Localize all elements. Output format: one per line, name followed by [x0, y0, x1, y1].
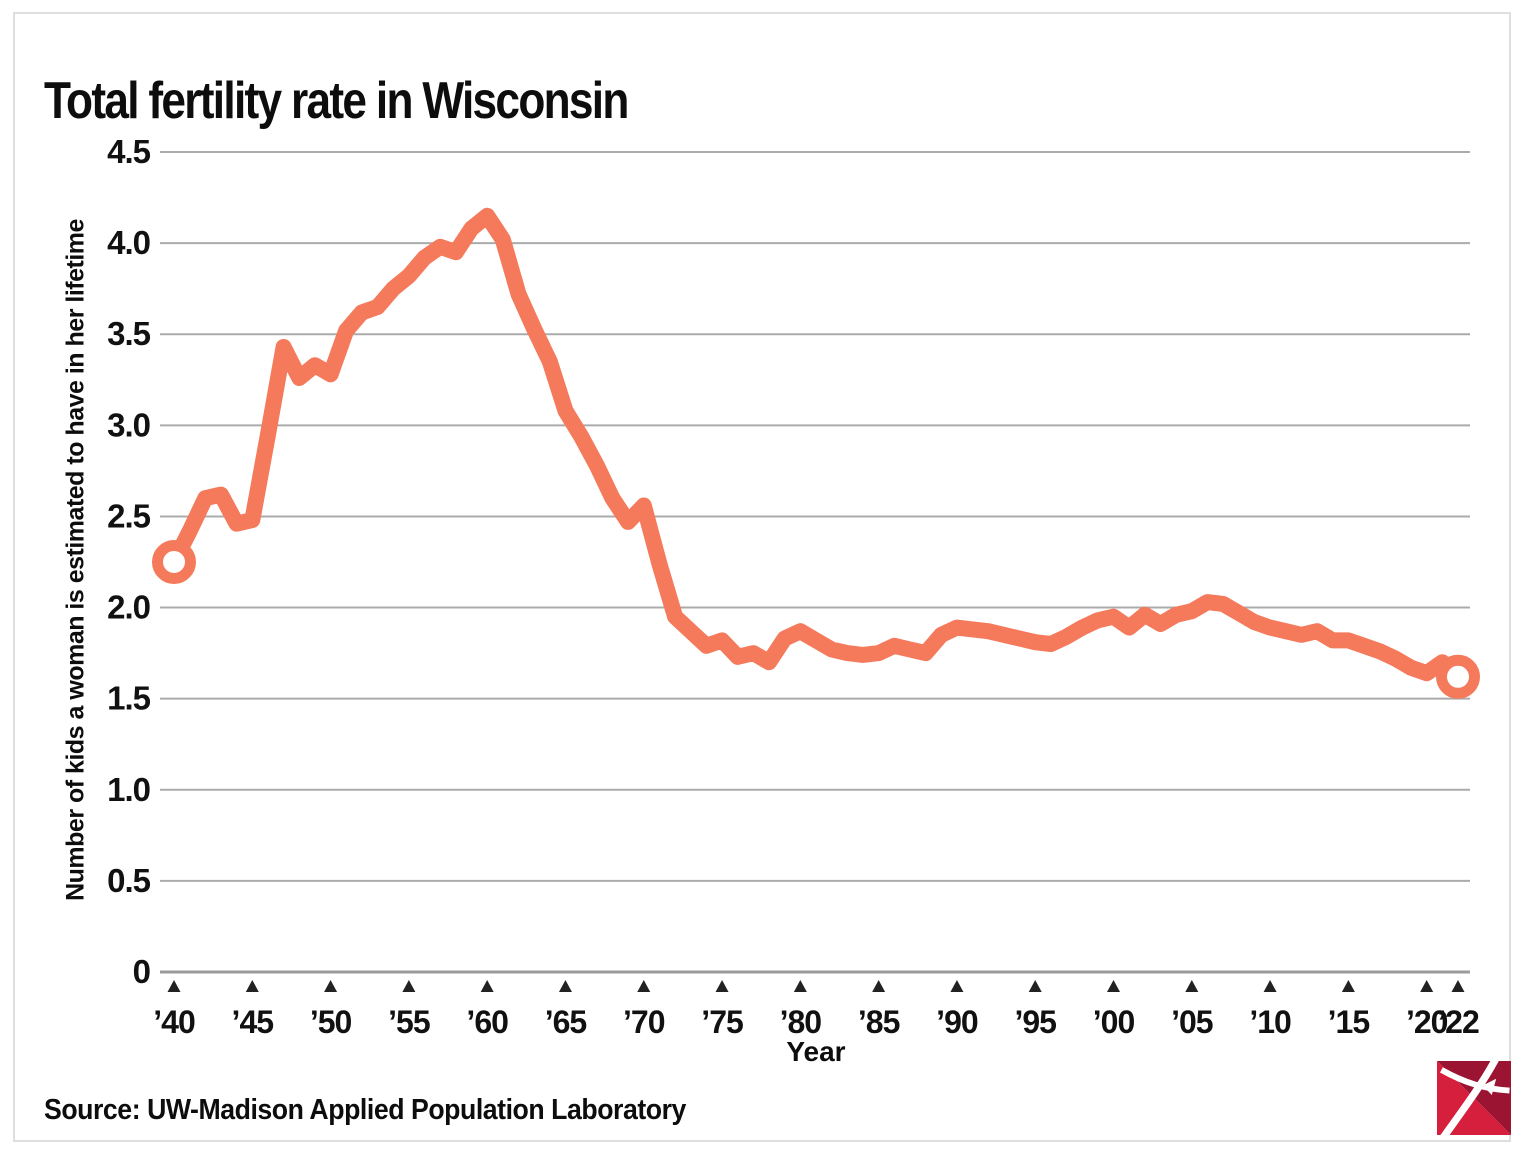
y-axis-tick-label: 4.5 — [107, 133, 151, 170]
logo-pickaxe-handle — [1439, 1067, 1510, 1094]
x-axis-tick-label: ’10 — [1249, 1004, 1291, 1040]
source-credit: Source: UW-Madison Applied Population La… — [44, 1094, 686, 1126]
y-axis-tick-label: 2.5 — [107, 497, 151, 534]
publisher-logo-icon — [1437, 1061, 1511, 1135]
x-axis-tick-label: ’15 — [1328, 1004, 1370, 1040]
y-axis-tick-label: 3.5 — [107, 315, 151, 352]
x-axis-tick-marker-icon — [324, 980, 338, 992]
x-axis-tick-marker-icon — [1420, 980, 1434, 992]
x-axis-tick-marker-icon — [480, 980, 494, 992]
x-axis-tick-marker-icon — [872, 980, 886, 992]
x-axis-tick-label: ’45 — [232, 1004, 274, 1040]
x-axis-tick-marker-icon — [558, 980, 572, 992]
logo-pickaxe-head — [1482, 1078, 1497, 1096]
x-axis-tick-label: ’65 — [545, 1004, 587, 1040]
x-axis-tick-label: ’20 — [1406, 1004, 1448, 1040]
x-axis-tick-label: ’95 — [1014, 1004, 1056, 1040]
x-axis-tick-label: ’00 — [1093, 1004, 1135, 1040]
x-axis-tick-marker-icon — [167, 980, 181, 992]
x-axis-tick-marker-icon — [1185, 980, 1199, 992]
x-axis-tick-label: ’70 — [623, 1004, 665, 1040]
line-endpoint-marker — [1436, 654, 1480, 699]
y-axis-tick-label: 2.0 — [107, 589, 150, 626]
y-axis-tick-label: 0.5 — [107, 862, 151, 899]
x-axis-tick-marker-icon — [1028, 980, 1042, 992]
y-axis-tick-label: 3.0 — [107, 406, 150, 443]
x-axis-tick-marker-icon — [1263, 980, 1277, 992]
y-axis-tick-label: 1.5 — [107, 680, 151, 717]
x-axis-tick-marker-icon — [637, 980, 651, 992]
x-axis-tick-label: ’60 — [466, 1004, 508, 1040]
x-axis-tick-label: ’55 — [388, 1004, 430, 1040]
x-axis-tick-label: ’75 — [701, 1004, 743, 1040]
x-axis-tick-marker-icon — [1341, 980, 1355, 992]
x-axis-tick-label: ’90 — [936, 1004, 978, 1040]
x-axis-tick-marker-icon — [402, 980, 416, 992]
y-axis-tick-label: 4.0 — [107, 224, 150, 261]
x-axis-tick-label: ’50 — [310, 1004, 352, 1040]
x-axis-tick-label: ’85 — [858, 1004, 900, 1040]
y-axis-tick-label: 0 — [133, 953, 150, 990]
fertility-rate-line — [166, 207, 1466, 685]
x-axis-tick-marker-icon — [1107, 980, 1121, 992]
x-axis-tick-marker-icon — [793, 980, 807, 992]
x-axis-tick-marker-icon — [950, 980, 964, 992]
x-axis-tick-marker-icon — [1451, 980, 1465, 992]
line-endpoint-marker — [152, 540, 196, 584]
x-axis-tick-marker-icon — [245, 980, 259, 992]
x-axis-title: Year — [786, 1036, 846, 1067]
y-axis-tick-label: 1.0 — [107, 771, 150, 808]
logo-pickaxe-blade — [1440, 1061, 1499, 1135]
x-axis-tick-label: ’40 — [153, 1004, 195, 1040]
x-axis-tick-label: ’22 — [1437, 1004, 1479, 1040]
page-title: Total fertility rate in Wisconsin — [44, 71, 629, 130]
x-axis-tick-marker-icon — [715, 980, 729, 992]
x-axis-tick-label: ’80 — [780, 1004, 822, 1040]
x-axis-tick-label: ’05 — [1171, 1004, 1213, 1040]
